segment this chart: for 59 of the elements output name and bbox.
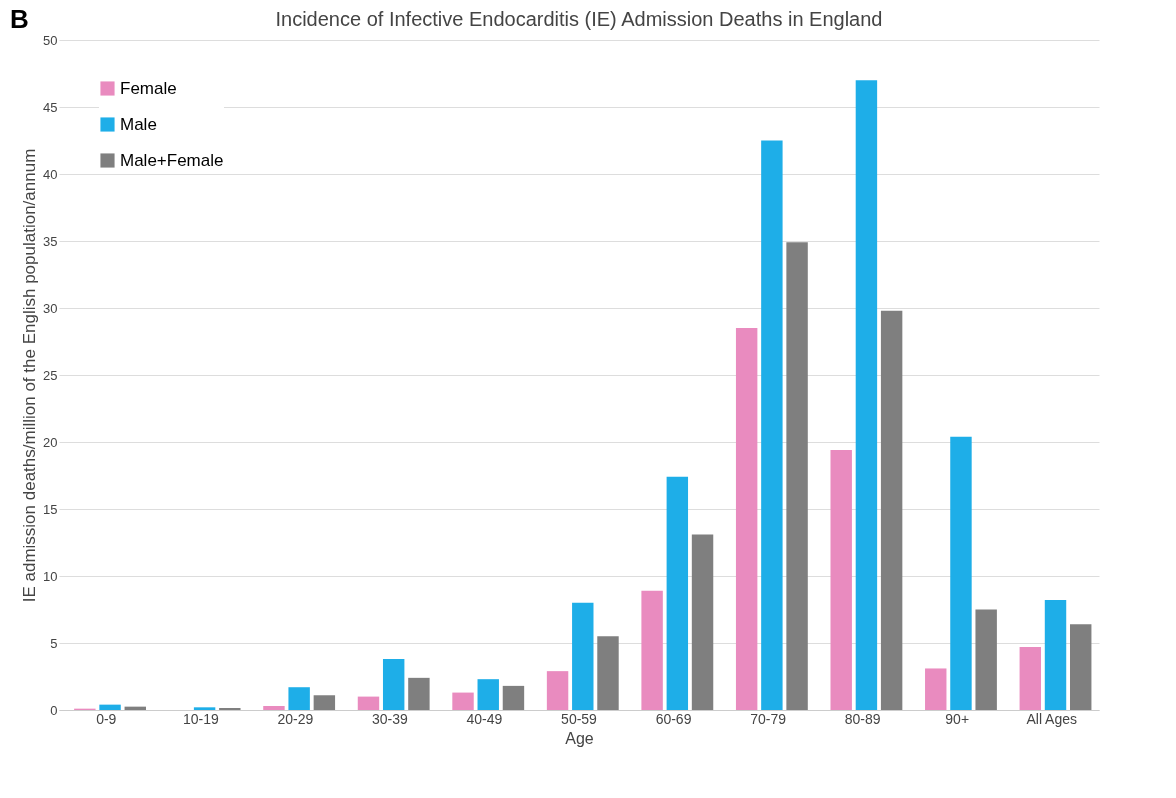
y-tick-label: 5 xyxy=(50,635,58,651)
y-tick-label: 0 xyxy=(50,702,58,718)
bar xyxy=(597,636,619,710)
bar xyxy=(735,328,758,710)
bar xyxy=(975,609,997,710)
x-tick-label: 90+ xyxy=(945,710,970,727)
bar xyxy=(786,242,808,710)
y-tick-label: 40 xyxy=(43,166,58,182)
y-tick-label: 15 xyxy=(43,501,58,517)
x-tick-label: All Ages xyxy=(1026,710,1078,727)
bar xyxy=(1019,647,1042,710)
y-tick-label: 35 xyxy=(43,233,58,249)
y-tick-label: 50 xyxy=(43,32,58,48)
legend-label: Male xyxy=(120,114,157,134)
bar xyxy=(546,671,569,710)
bar xyxy=(950,436,972,710)
bar xyxy=(193,707,216,710)
bar xyxy=(1044,600,1067,710)
x-axis-title: Age xyxy=(565,729,594,747)
bar xyxy=(477,679,499,710)
y-tick-label: 20 xyxy=(43,434,58,450)
legend-label: Male+Female xyxy=(120,150,224,170)
bar xyxy=(408,677,430,710)
bar xyxy=(357,696,380,710)
bar xyxy=(99,704,121,710)
x-tick-label: 20-29 xyxy=(277,710,314,727)
bar xyxy=(641,590,663,710)
bar xyxy=(855,80,878,710)
x-tick-label: 30-39 xyxy=(372,710,409,727)
x-tick-label: 0-9 xyxy=(96,710,117,727)
x-tick-label: 60-69 xyxy=(655,710,692,727)
bar xyxy=(830,450,852,710)
bar xyxy=(691,534,714,710)
x-tick-label: 50-59 xyxy=(561,710,598,727)
bar xyxy=(925,668,947,710)
text: B xyxy=(10,4,29,35)
y-axis-title: IE admission deaths/million of the English population/annum xyxy=(20,148,40,603)
x-tick-label: 40-49 xyxy=(466,710,503,727)
y-tick-label: 25 xyxy=(43,367,58,383)
bar xyxy=(761,140,783,710)
y-tick-label: 45 xyxy=(43,99,58,115)
bar xyxy=(880,310,903,710)
y-tick-label: 30 xyxy=(43,300,58,316)
bar xyxy=(263,705,285,710)
bar xyxy=(1070,624,1092,710)
x-tick-label: 80-89 xyxy=(844,710,881,727)
bar xyxy=(452,692,474,710)
bar xyxy=(502,685,525,710)
bar xyxy=(219,707,241,710)
bar xyxy=(288,687,310,710)
x-tick-label: 10-19 xyxy=(182,710,219,727)
chart-title: Incidence of Infective Endocarditis (IE) Admission Deaths in England xyxy=(275,8,883,30)
bar xyxy=(666,476,689,710)
bar xyxy=(313,695,336,710)
bar xyxy=(382,659,405,710)
y-tick-label: 10 xyxy=(43,568,58,584)
legend-label: Female xyxy=(120,78,177,98)
bar xyxy=(572,602,594,710)
x-tick-label: 70-79 xyxy=(750,710,787,727)
